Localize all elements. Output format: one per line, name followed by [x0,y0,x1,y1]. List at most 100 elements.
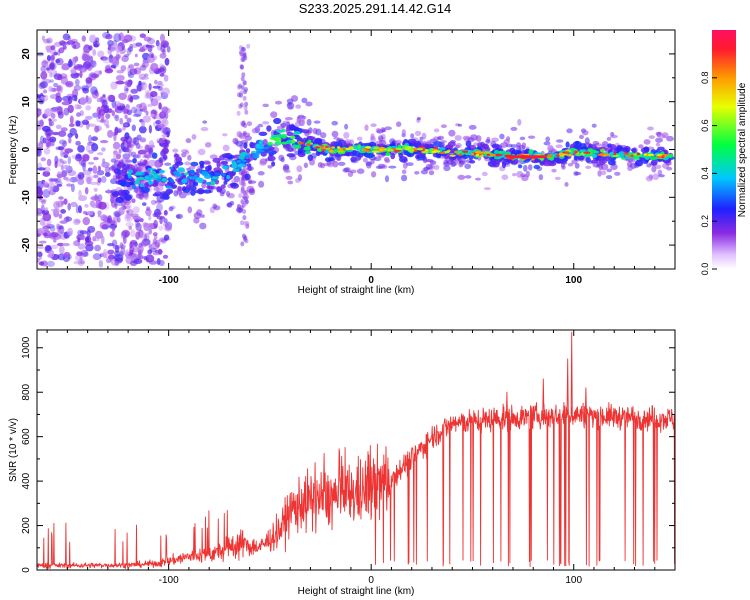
halo-blob [643,139,651,145]
ridge-blob [205,165,212,172]
halo-blob [248,188,256,196]
ridge-core-blob [189,169,195,174]
halo-blob [574,171,582,176]
noise-blob [102,158,106,164]
spectrogram-y-axis: 20 10 0 -10 -20 [21,29,675,270]
noise-blob [157,248,163,255]
noise-blob [130,239,138,245]
noise-blob [94,125,100,133]
noise-blob [118,92,127,101]
noise-blob [40,71,48,80]
ridge-core-blob [165,186,173,189]
noise-blob [79,173,85,179]
noise-blob [93,156,99,161]
noise-blob [44,108,54,117]
noise-blob [85,115,93,120]
halo-blob [235,207,243,213]
spectrogram-heat-layer [37,32,675,268]
noise-blob [56,183,63,187]
noise-blob [153,208,161,218]
noise-blob [50,244,58,250]
noise-blob [77,173,82,180]
colorbar-tick-label: 0.0 [700,263,710,276]
halo-blob [516,170,524,178]
noise-blob [101,224,109,230]
ridge-blob [565,141,570,148]
ridge-core-blob [244,154,252,159]
noise-blob [45,224,55,229]
halo-blob [301,97,308,104]
noise-blob [63,251,71,258]
ridge-blob [220,184,226,189]
ridge-peak-blob [630,154,634,157]
noise-blob [88,134,92,144]
noise-blob [40,204,45,213]
noise-blob [101,161,110,168]
halo-blob [184,150,190,155]
ridge-blob [650,159,658,166]
halo-blob [370,123,377,127]
noise-blob [122,236,127,244]
ridge-blob [515,149,522,154]
noise-blob [131,198,136,203]
noise-blob [50,118,57,122]
ridge-blob [533,164,541,170]
ridge-core-blob [439,147,446,151]
halo-blob [262,103,270,108]
noise-blob [150,113,155,118]
halo-blob [648,135,655,140]
halo-blob [666,135,674,142]
noise-blob [100,214,108,222]
halo-blob [652,173,659,181]
noise-blob [63,151,70,155]
noise-blob [98,201,107,210]
noise-blob [57,111,64,119]
ridge-core-blob [153,173,159,179]
noise-blob [154,95,162,101]
ridge-blob [390,152,396,160]
noise-blob [87,123,96,127]
ridge-core-blob [139,183,144,188]
noise-blob [102,94,106,98]
halo-blob [315,128,322,136]
noise-blob [112,141,121,150]
noise-blob [130,106,138,114]
ridge-peak-blob [365,146,372,149]
ridge-peak-blob [541,155,547,159]
ridge-core-blob [293,131,301,135]
halo-blob [658,174,665,178]
noise-blob [50,45,56,51]
halo-blob [437,135,445,140]
noise-blob [138,73,146,80]
halo-blob [365,161,372,166]
page-title: S233.2025.291.14.42.G14 [298,1,452,16]
ridge-core-blob [169,166,174,170]
noise-blob [120,65,127,72]
ridge-blob [150,183,158,187]
noise-blob [63,154,69,158]
noise-blob [43,222,51,227]
noise-blob [239,49,244,55]
noise-blob [130,229,136,238]
noise-blob [150,62,159,72]
noise-blob [82,48,91,53]
noise-blob [156,215,166,220]
noise-blob [141,81,147,91]
halo-blob [364,124,369,131]
noise-blob [60,165,64,171]
y-tick-label: 0 [21,567,32,573]
noise-blob [82,87,89,94]
ridge-core-blob [281,128,286,133]
noise-blob [112,59,119,66]
halo-blob [313,120,321,124]
noise-blob [86,176,92,185]
noise-blob [42,225,51,230]
ridge-core-blob [238,163,246,168]
noise-blob [75,204,79,214]
noise-blob [132,206,140,214]
ridge-peak-blob [373,147,381,150]
noise-blob [80,159,87,168]
ridge-peak-blob [490,153,497,157]
